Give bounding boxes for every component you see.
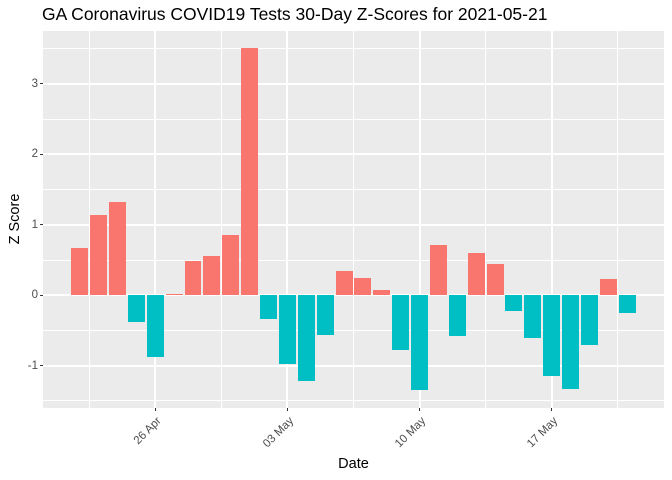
bar-negative	[278, 295, 296, 364]
y-tick-mark	[40, 153, 43, 155]
y-tick-label: 3	[31, 77, 38, 90]
x-tick-mark	[551, 408, 553, 411]
x-tick-mark	[286, 408, 288, 411]
bar-negative	[562, 295, 580, 389]
gridline-vertical-minor	[353, 31, 354, 408]
bar-positive	[429, 245, 447, 296]
bar-negative	[618, 295, 636, 313]
bar-positive	[354, 277, 372, 296]
bar-positive	[71, 248, 89, 296]
bar-negative	[448, 295, 466, 337]
bar-positive	[241, 47, 259, 296]
y-tick-label: -1	[27, 359, 38, 372]
bar-positive	[165, 293, 183, 296]
y-tick-mark	[40, 365, 43, 367]
y-tick-label: 2	[31, 148, 38, 161]
gridline-vertical-major	[286, 31, 289, 408]
bar-positive	[203, 255, 221, 296]
bar-negative	[146, 295, 164, 358]
bar-positive	[599, 279, 617, 296]
x-tick-label: 17 May	[525, 415, 561, 451]
x-tick-mark	[419, 408, 421, 411]
bar-positive	[90, 214, 108, 296]
bar-positive	[335, 270, 353, 296]
gridline-vertical-minor	[88, 31, 90, 408]
bar-positive	[486, 263, 504, 296]
bar-negative	[260, 295, 278, 319]
x-tick-label: 26 Apr	[131, 415, 164, 447]
bar-negative	[297, 295, 315, 382]
gridline-vertical-major	[418, 31, 421, 408]
gridline-vertical-minor	[617, 31, 619, 408]
bar-negative	[127, 295, 145, 323]
x-tick-label: 03 May	[260, 415, 296, 451]
bar-negative	[505, 295, 523, 312]
bar-positive	[222, 234, 240, 296]
bar-positive	[467, 252, 485, 296]
bar-negative	[524, 295, 542, 339]
bar-positive	[373, 290, 391, 296]
gridline-vertical-major	[154, 31, 157, 408]
bar-positive	[108, 201, 126, 296]
chart-title: GA Coronavirus COVID19 Tests 30-Day Z-Sc…	[42, 4, 548, 24]
bar-negative	[411, 295, 429, 390]
x-axis-title: Date	[338, 456, 369, 472]
gridline-vertical-minor	[485, 31, 487, 408]
bar-negative	[581, 295, 598, 346]
plot-panel	[43, 31, 664, 408]
y-tick-label: 1	[31, 218, 38, 231]
bar-negative	[543, 295, 561, 376]
bar-positive	[184, 260, 202, 296]
gridline-vertical-minor	[220, 31, 222, 408]
y-tick-mark	[40, 294, 43, 296]
y-tick-mark	[40, 83, 43, 85]
y-tick-mark	[40, 224, 43, 226]
gridline-vertical-major	[550, 31, 553, 408]
y-tick-label: 0	[31, 289, 38, 302]
bar-negative	[316, 295, 334, 336]
x-tick-mark	[154, 408, 156, 411]
x-tick-label: 10 May	[392, 415, 429, 451]
bar-negative	[392, 295, 410, 350]
